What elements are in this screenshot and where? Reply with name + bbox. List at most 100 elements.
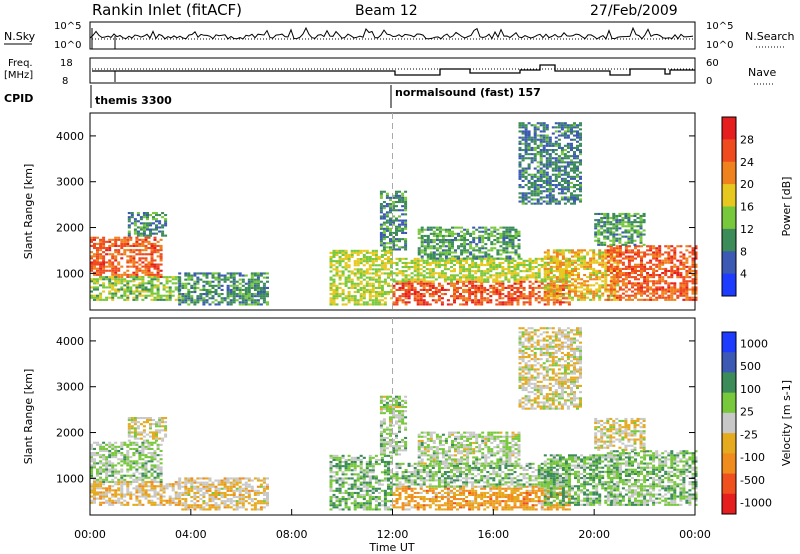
power-cell (441, 245, 445, 248)
power-cell (127, 232, 131, 235)
power-cell (238, 274, 242, 277)
power-cell (368, 295, 372, 298)
power-cell (570, 181, 573, 184)
velocity-cell (168, 485, 172, 488)
velocity-cell (174, 491, 178, 494)
velocity-cell (153, 495, 157, 498)
power-cell (609, 286, 613, 289)
power-cell (159, 294, 163, 297)
power-cell (501, 297, 505, 300)
power-cell (253, 295, 257, 298)
power-cell (516, 268, 520, 271)
power-cell (574, 253, 577, 256)
power-cell (395, 264, 399, 267)
power-cell (102, 251, 106, 254)
power-cell (111, 286, 115, 289)
power-cell (377, 255, 381, 258)
power-cell (513, 259, 517, 262)
power-cell (214, 284, 218, 287)
power-cell (93, 255, 96, 258)
power-cell (454, 232, 457, 235)
power-colorbar-segment (722, 206, 736, 230)
power-cell (120, 296, 124, 299)
power-cell (177, 296, 181, 299)
power-cell (576, 157, 579, 160)
power-cell (462, 270, 466, 273)
power-cell (196, 301, 200, 304)
power-cell (96, 288, 99, 291)
power-cell (459, 276, 462, 279)
power-cell (579, 151, 582, 154)
power-cell (609, 263, 613, 266)
power-cell (486, 293, 490, 296)
power-cell (583, 267, 587, 270)
power-cell (202, 284, 206, 287)
power-cell (244, 301, 248, 304)
power-cell (471, 264, 475, 267)
power-cell (521, 192, 525, 195)
velocity-cell (156, 468, 160, 471)
power-cell (341, 258, 345, 261)
power-cell (398, 270, 402, 273)
power-cell (545, 134, 549, 137)
power-cell (404, 291, 408, 294)
power-cell (217, 282, 221, 285)
power-cell (558, 278, 562, 281)
power-cell (214, 288, 218, 291)
power-cell (618, 288, 622, 291)
power-cell (534, 257, 538, 260)
power-cell (555, 294, 559, 297)
power-cell (597, 243, 601, 246)
power-cell (435, 226, 439, 229)
power-cell (545, 151, 549, 154)
power-cell (446, 259, 450, 262)
power-cell (460, 230, 464, 233)
power-cell (235, 288, 239, 291)
power-cell (136, 230, 140, 233)
power-cell (639, 214, 643, 217)
velocity-cell (126, 454, 130, 457)
power-cell (546, 267, 550, 270)
power-cell (624, 286, 628, 289)
power-cell (519, 291, 523, 294)
power-cell (132, 255, 136, 258)
power-cell (577, 278, 580, 281)
power-cell (165, 296, 169, 299)
power-cell (606, 251, 610, 254)
power-cell (615, 251, 619, 254)
power-cell (631, 282, 634, 285)
power-cell (548, 163, 552, 166)
velocity-cell (123, 481, 127, 484)
velocity-cell (147, 445, 151, 448)
power-cell (514, 236, 518, 239)
power-cell (618, 269, 622, 272)
power-cell (362, 293, 366, 296)
power-cell (495, 291, 499, 294)
power-cell (624, 284, 628, 287)
power-cell (385, 246, 389, 249)
power-cell (673, 251, 677, 254)
power-cell (164, 218, 168, 221)
power-cell (627, 276, 631, 279)
power-cell (459, 303, 462, 306)
power-cell (114, 257, 118, 260)
power-cell (642, 212, 646, 215)
power-cell (498, 266, 502, 269)
power-cell (232, 274, 236, 277)
power-cell (631, 286, 634, 289)
power-cell (557, 175, 561, 178)
power-cell (130, 212, 134, 215)
power-cell (431, 274, 435, 277)
power-cell (385, 194, 389, 197)
power-cell (527, 167, 531, 170)
velocity-cell (156, 493, 160, 496)
power-cell (630, 235, 634, 238)
power-cell (589, 249, 593, 252)
velocity-cell (111, 456, 115, 459)
power-cell (428, 284, 432, 287)
power-cell (359, 276, 363, 279)
power-cell (468, 297, 472, 300)
power-cell (652, 253, 656, 256)
power-cell (694, 265, 698, 268)
power-cell (374, 303, 378, 306)
